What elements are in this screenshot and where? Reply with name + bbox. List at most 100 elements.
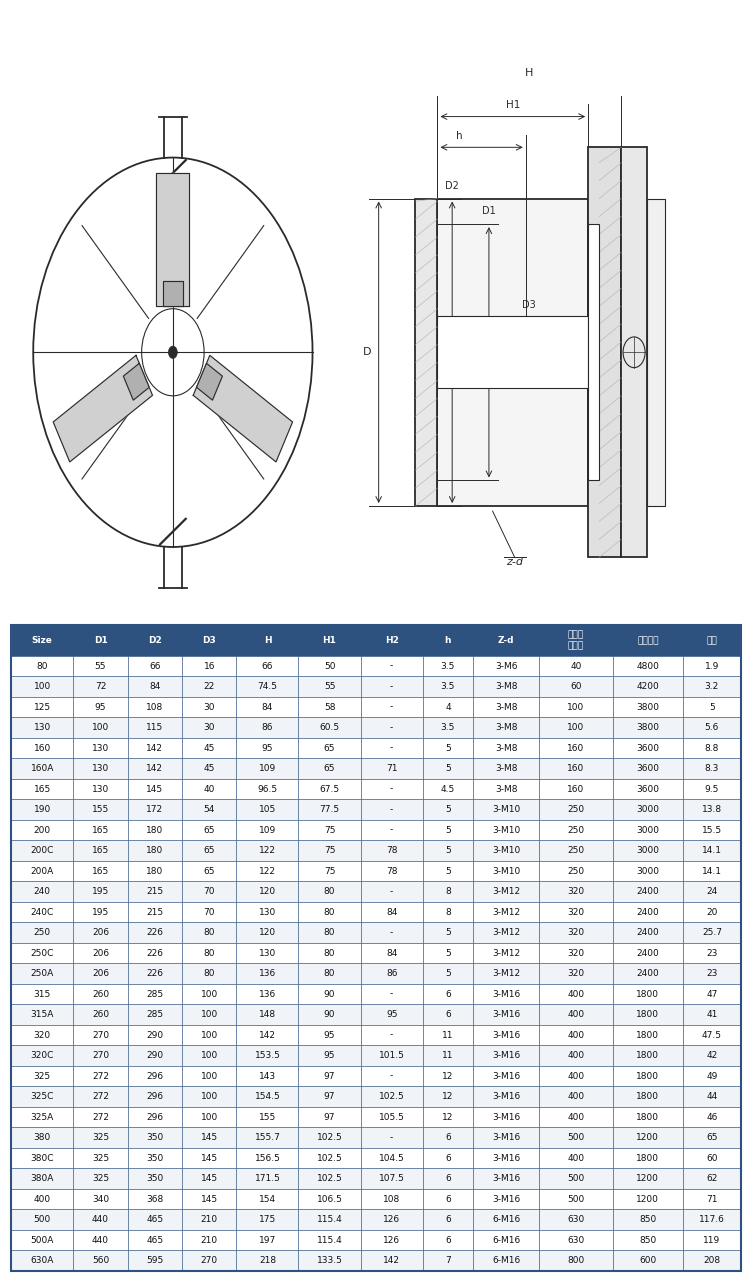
Text: 6-M16: 6-M16: [492, 1214, 520, 1225]
Text: 500A: 500A: [31, 1235, 54, 1245]
Bar: [298, 1189, 361, 1209]
Bar: [128, 963, 182, 984]
Text: 16: 16: [203, 661, 215, 671]
Bar: [74, 1086, 128, 1107]
Bar: [74, 717, 128, 738]
Bar: [74, 676, 128, 697]
Bar: [361, 1086, 423, 1107]
Text: -: -: [390, 681, 393, 692]
Text: 20: 20: [706, 907, 718, 917]
Text: 3000: 3000: [636, 825, 659, 835]
Text: 14.1: 14.1: [702, 866, 722, 876]
Bar: [128, 1230, 182, 1250]
Bar: [361, 1066, 423, 1086]
Bar: [74, 1025, 128, 1045]
Bar: [298, 697, 361, 717]
Text: 2400: 2400: [637, 968, 659, 979]
Text: 49: 49: [706, 1071, 718, 1081]
Bar: [473, 1004, 539, 1025]
Text: 145: 145: [201, 1132, 217, 1143]
Bar: [298, 1066, 361, 1086]
Text: -: -: [390, 722, 393, 733]
Circle shape: [169, 346, 177, 359]
Bar: [182, 1168, 236, 1189]
Bar: [11, 676, 74, 697]
Text: 145: 145: [201, 1153, 217, 1163]
Text: 86: 86: [386, 968, 398, 979]
Text: 1200: 1200: [637, 1173, 659, 1184]
Text: 65: 65: [203, 825, 215, 835]
Text: 145: 145: [201, 1194, 217, 1204]
Bar: [11, 656, 74, 676]
Text: D1: D1: [94, 635, 107, 646]
Bar: [361, 922, 423, 943]
Bar: [682, 625, 741, 656]
Bar: [298, 1107, 361, 1127]
Bar: [473, 943, 539, 963]
Bar: [236, 1230, 298, 1250]
Text: -: -: [390, 661, 393, 671]
Bar: [473, 717, 539, 738]
Text: 75: 75: [324, 825, 335, 835]
Text: 500: 500: [568, 1132, 585, 1143]
Bar: [539, 1168, 613, 1189]
Bar: [423, 1209, 473, 1230]
Text: 350: 350: [146, 1153, 164, 1163]
Bar: [128, 984, 182, 1004]
Text: 250: 250: [568, 804, 584, 815]
Bar: [361, 1004, 423, 1025]
Bar: [236, 861, 298, 881]
Text: D3: D3: [202, 635, 216, 646]
Text: 115: 115: [146, 722, 164, 733]
Bar: [473, 1230, 539, 1250]
Bar: [473, 1086, 539, 1107]
Text: -: -: [390, 927, 393, 938]
Bar: [361, 779, 423, 799]
Text: 重量: 重量: [706, 635, 717, 646]
Bar: [473, 963, 539, 984]
Bar: [74, 738, 128, 758]
Text: 400: 400: [568, 1009, 584, 1020]
Text: D2: D2: [446, 181, 459, 191]
Bar: [128, 676, 182, 697]
Text: 272: 272: [92, 1091, 109, 1102]
Bar: [613, 717, 682, 738]
Text: 62: 62: [706, 1173, 718, 1184]
Bar: [298, 840, 361, 861]
Bar: [236, 984, 298, 1004]
Text: 5: 5: [709, 702, 715, 712]
Bar: [298, 984, 361, 1004]
Bar: [423, 820, 473, 840]
Text: 226: 226: [146, 948, 164, 958]
Text: 3.5: 3.5: [441, 722, 455, 733]
Bar: [423, 902, 473, 922]
Bar: [613, 1045, 682, 1066]
Text: 80: 80: [324, 886, 335, 897]
Text: 109: 109: [259, 763, 276, 774]
Bar: [298, 1045, 361, 1066]
Bar: [473, 625, 539, 656]
Bar: [613, 738, 682, 758]
Bar: [682, 717, 741, 738]
Text: 226: 226: [146, 968, 164, 979]
Bar: [361, 820, 423, 840]
Text: 6: 6: [445, 1153, 451, 1163]
Text: 3-M12: 3-M12: [492, 948, 520, 958]
Text: 最大输
入扜矩: 最大输 入扜矩: [568, 630, 584, 651]
Text: 165: 165: [92, 866, 110, 876]
Text: 3-M10: 3-M10: [492, 866, 520, 876]
Bar: [74, 758, 128, 779]
Bar: [236, 1127, 298, 1148]
Text: 100: 100: [200, 1009, 217, 1020]
Bar: [236, 799, 298, 820]
Text: 3000: 3000: [636, 845, 659, 856]
Bar: [539, 984, 613, 1004]
Text: 165: 165: [92, 845, 110, 856]
Bar: [298, 1004, 361, 1025]
Bar: [128, 1189, 182, 1209]
Text: 5: 5: [445, 948, 451, 958]
Bar: [539, 840, 613, 861]
Bar: [361, 1250, 423, 1271]
Bar: [182, 779, 236, 799]
Text: 115.4: 115.4: [316, 1214, 343, 1225]
